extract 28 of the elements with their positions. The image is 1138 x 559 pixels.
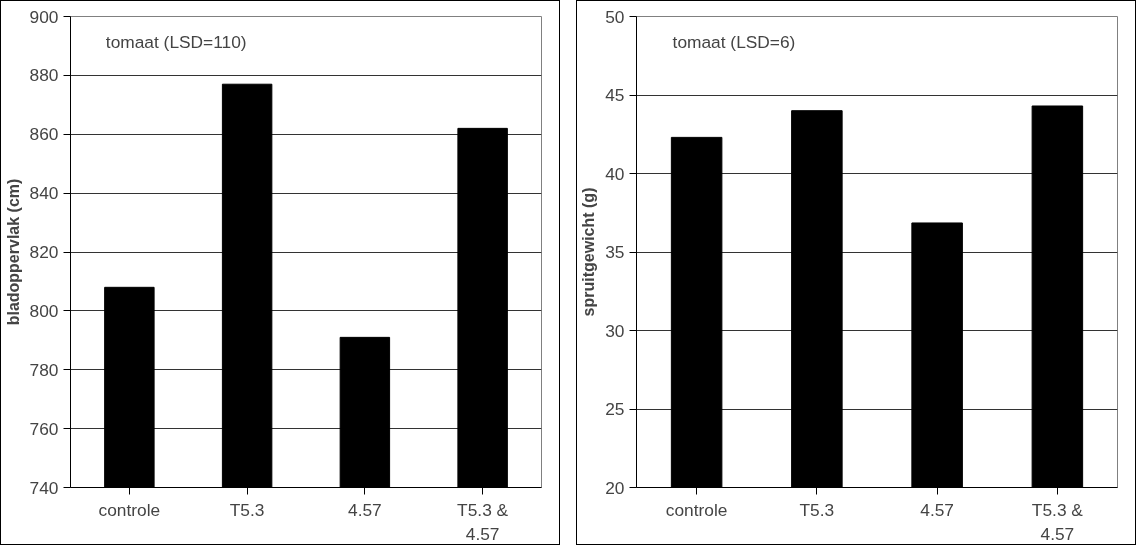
y-tick-label: 25 [605,399,625,419]
y-tick-label: 45 [605,85,625,105]
x-tick-label: T5.3 & 4.57 [457,499,509,544]
y-tick-label: 40 [605,163,625,184]
y-tick-label: 760 [29,418,59,439]
y-tick-label: 30 [605,320,625,341]
x-tick-label: controle [98,499,161,520]
y-tick-label: 820 [29,242,59,262]
annotation: tomaat (LSD=6) [672,32,796,53]
y-tick-label: 800 [29,300,59,321]
x-tick-label: 4.57 [920,499,954,520]
y-tick-label: 740 [29,477,59,498]
y-tick-label: 20 [605,477,625,498]
x-tick-label: T5.3 [229,499,265,520]
x-tick-label: controle [665,499,728,520]
y-tick-label: 50 [605,6,625,27]
y-tick-label: 900 [29,6,59,27]
x-tick-label: T5.3 & 4.57 [1031,499,1084,544]
y-tick-label: 840 [29,183,59,204]
y-tick-label: 35 [605,242,625,262]
y-axis-title: spruitgewicht (g) [580,187,598,317]
x-tick-label: 4.57 [348,499,382,520]
y-tick-label: 780 [29,359,59,380]
annotation: tomaat (LSD=110) [105,32,247,53]
y-tick-label: 880 [29,65,59,86]
y-tick-label: 860 [29,124,59,145]
y-axis-title: bladoppervlak (cm) [4,178,22,326]
x-tick-label: T5.3 [799,499,835,520]
